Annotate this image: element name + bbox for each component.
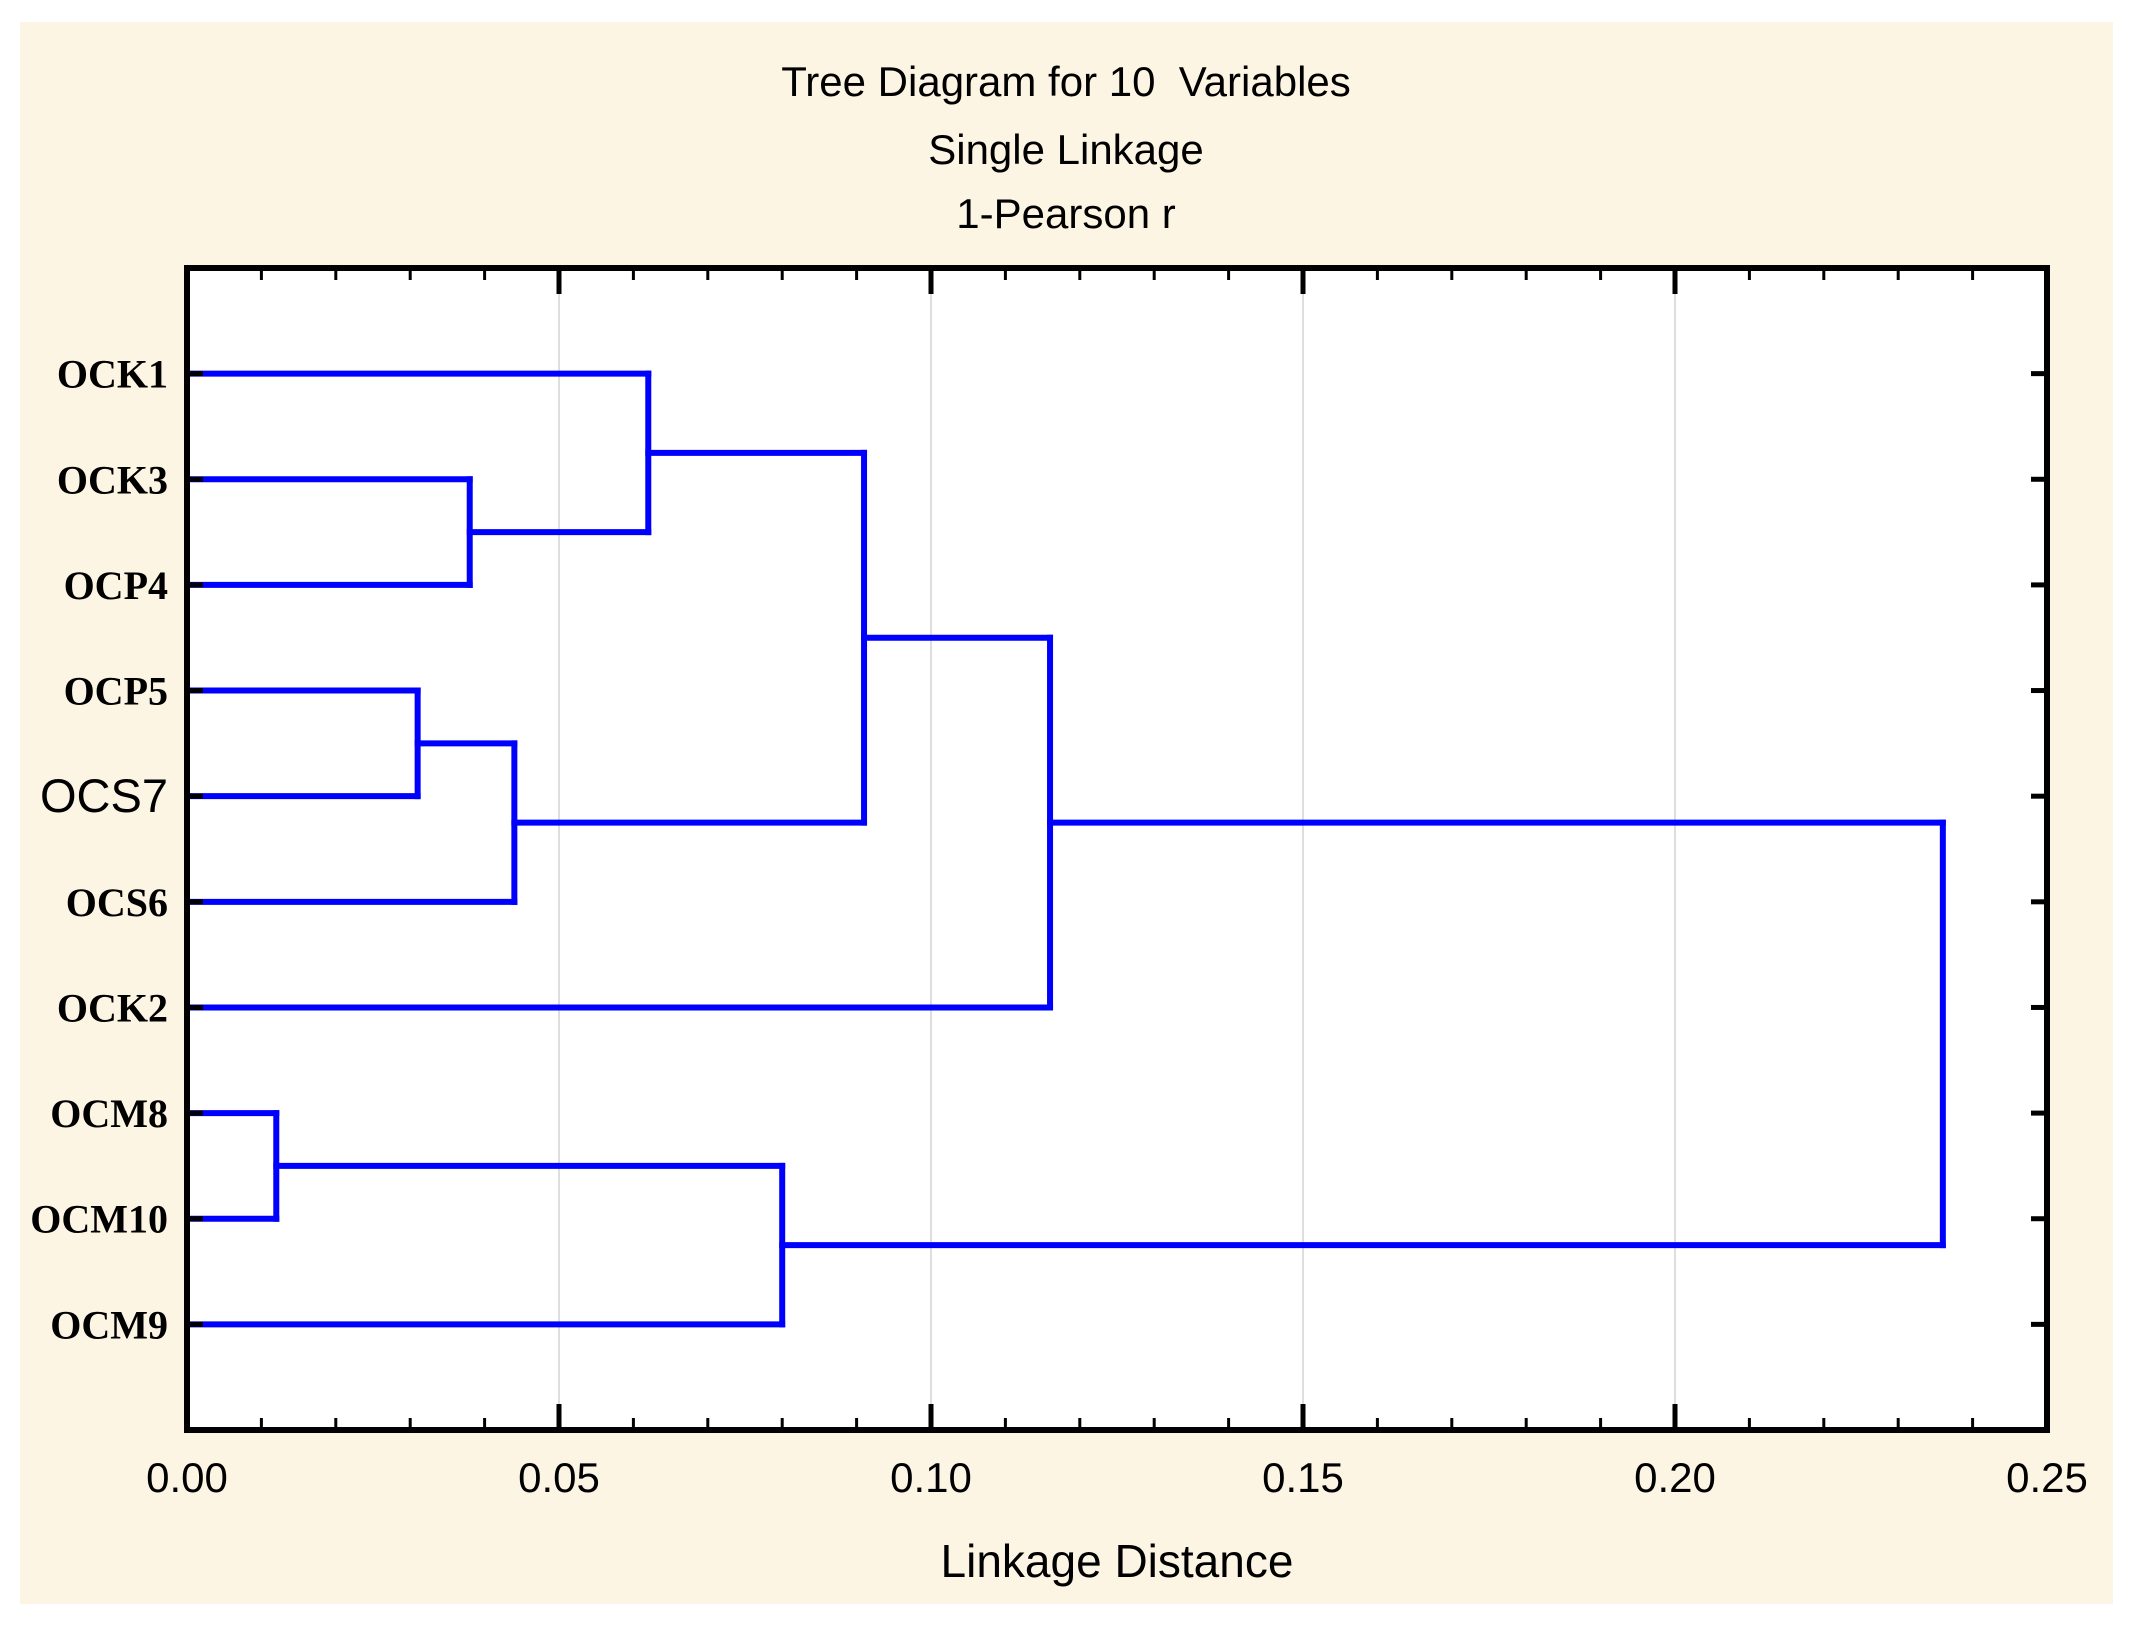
leaf-label: OCP5 — [64, 669, 168, 714]
plot-frame — [184, 265, 2050, 1433]
x-axis-title: Linkage Distance — [941, 1535, 1294, 1587]
leaf-label: OCK1 — [57, 352, 168, 397]
chart-title-line-1: Tree Diagram for 10 Variables — [781, 58, 1351, 105]
chart-title-line-2: Single Linkage — [928, 126, 1204, 173]
plot-frame-layer — [184, 265, 2050, 1433]
leaf-label: OCM10 — [30, 1197, 168, 1242]
gridline-layer — [558, 268, 1676, 1430]
leaf-label: OCK3 — [57, 457, 168, 502]
axis-tick-layer — [187, 268, 2047, 1430]
plot-area — [187, 268, 2047, 1430]
chart-title-line-3: 1-Pearson r — [956, 190, 1175, 237]
leaf-label: OCM9 — [50, 1302, 168, 1347]
text-layer: Tree Diagram for 10 Variables Single Lin… — [30, 58, 2088, 1587]
leaf-label: OCP4 — [64, 563, 168, 608]
x-tick-label: 0.05 — [518, 1454, 600, 1501]
x-tick-labels: 0.00 0.05 0.10 0.15 0.20 0.25 — [146, 1454, 2088, 1501]
leaf-labels: OCK1 OCK3 OCP4 OCP5 OCS7 OCS6 OCK2 OCM8 OCM10 OCM… — [30, 352, 168, 1348]
leaf-label: OCS7 — [40, 769, 168, 822]
x-tick-label: 0.25 — [2006, 1454, 2088, 1501]
leaf-label: OCK2 — [57, 985, 168, 1030]
leaf-label: OCM8 — [50, 1091, 168, 1136]
x-tick-label: 0.15 — [1262, 1454, 1344, 1501]
leaf-label: OCS6 — [66, 880, 168, 925]
x-tick-label: 0.10 — [890, 1454, 972, 1501]
dendrogram-tree — [184, 370, 1946, 1328]
x-tick-label: 0.00 — [146, 1454, 228, 1501]
x-tick-label: 0.20 — [1634, 1454, 1716, 1501]
